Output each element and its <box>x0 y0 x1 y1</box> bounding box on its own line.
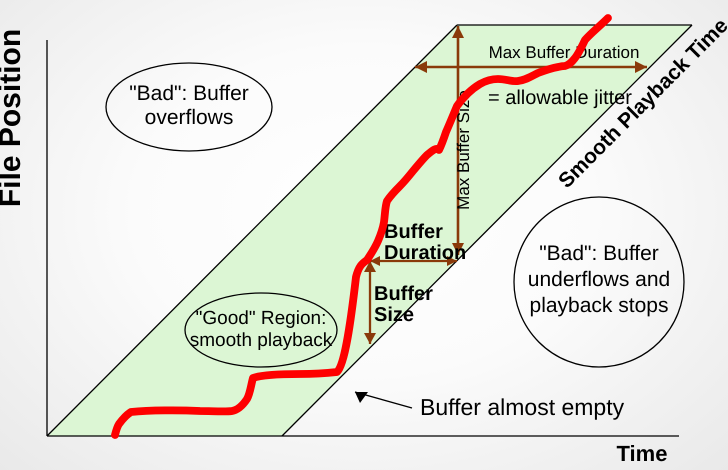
svg-text:smooth playback: smooth playback <box>190 330 333 351</box>
svg-text:"Good" Region:: "Good" Region: <box>196 308 327 329</box>
svg-text:= allowable jitter: = allowable jitter <box>488 87 632 109</box>
svg-text:Size: Size <box>374 304 414 326</box>
svg-text:File Position: File Position <box>0 29 27 207</box>
svg-text:Buffer: Buffer <box>384 221 443 243</box>
svg-text:overflows: overflows <box>145 106 234 129</box>
svg-text:Time: Time <box>617 441 668 466</box>
svg-text:Buffer: Buffer <box>374 283 433 305</box>
svg-text:Buffer almost empty: Buffer almost empty <box>420 394 625 420</box>
svg-text:Duration: Duration <box>384 242 466 264</box>
svg-text:"Bad": Buffer: "Bad": Buffer <box>129 82 249 105</box>
svg-text:playback stops: playback stops <box>530 294 669 317</box>
svg-text:Max Buffer Duration: Max Buffer Duration <box>489 43 640 62</box>
svg-text:"Bad": Buffer: "Bad": Buffer <box>539 242 659 265</box>
svg-text:underflows and: underflows and <box>528 268 670 291</box>
